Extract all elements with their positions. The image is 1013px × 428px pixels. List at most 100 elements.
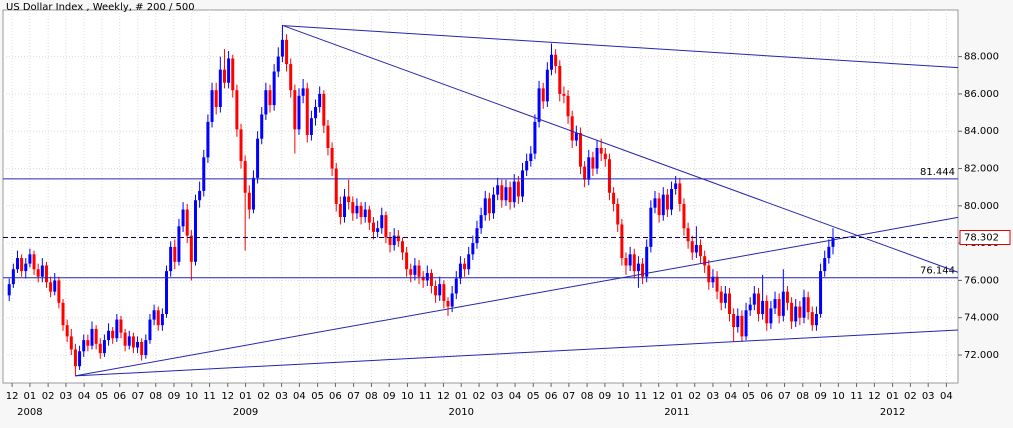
trend-line (74, 216, 959, 377)
candle-body (819, 271, 823, 314)
x-tick-label: 03 (275, 391, 288, 402)
candle-body (28, 254, 32, 264)
candle-body (268, 90, 272, 106)
candle-body (334, 168, 338, 204)
candle-body (330, 148, 334, 169)
candle-body (566, 95, 570, 117)
candle-body (690, 241, 694, 253)
x-tick-label: 02 (42, 391, 55, 402)
candle-body (769, 308, 773, 324)
candle-body (744, 310, 748, 337)
candle-body (181, 209, 185, 227)
candle-body (583, 166, 587, 180)
candle-body (570, 116, 574, 141)
candle-body (57, 280, 61, 303)
candle-body (814, 313, 818, 326)
candle-body (558, 65, 562, 94)
year-label: 2011 (664, 407, 689, 418)
candle-body (86, 340, 90, 346)
x-tick-label: 07 (347, 391, 360, 402)
candle-body (790, 302, 794, 322)
y-tick-label: 76.000 (964, 275, 999, 286)
candle-body (417, 265, 421, 277)
candle-body (752, 293, 756, 305)
candle-body (102, 340, 106, 354)
candle-body (280, 39, 284, 57)
candle-body (699, 244, 703, 257)
candle-body (309, 118, 313, 135)
candle-body (355, 205, 359, 214)
candle-body (297, 95, 301, 130)
candle-body (409, 269, 413, 275)
x-tick-label: 01 (886, 391, 899, 402)
candle-body (806, 297, 810, 313)
candle-body (305, 88, 309, 135)
candle-body (632, 254, 636, 272)
candle-body (512, 181, 516, 203)
candle-body (289, 64, 293, 91)
candle-body (496, 185, 500, 195)
candle-body (198, 190, 202, 201)
candle-body (322, 93, 326, 126)
candle-body (314, 106, 318, 119)
candle-body (7, 284, 11, 296)
candle-body (454, 278, 458, 294)
candle-body (318, 93, 322, 107)
candle-body (351, 202, 355, 214)
y-tick-label: 74.000 (964, 313, 999, 324)
candle-body (727, 293, 731, 314)
x-tick-label: 01 (455, 391, 468, 402)
x-tick-label: 05 (742, 391, 755, 402)
candle-body (347, 196, 351, 203)
candle-body (272, 71, 276, 106)
candle-body (732, 313, 736, 328)
candle-body (156, 310, 160, 326)
year-label: 2008 (17, 407, 42, 418)
candle-body (65, 325, 69, 337)
candle-body (152, 310, 156, 320)
candle-body (247, 192, 251, 210)
x-tick-label: 06 (329, 391, 342, 402)
candle-body (239, 129, 243, 162)
x-tick-label: 10 (617, 391, 630, 402)
candle-body (537, 88, 541, 122)
candle-body (20, 258, 24, 272)
x-tick-label: 09 (814, 391, 827, 402)
plot-area (2, 9, 959, 384)
candle-body (773, 299, 777, 309)
x-tick-label: 09 (599, 391, 612, 402)
candle-body (214, 90, 218, 107)
candle-body (69, 336, 73, 350)
candle-body (823, 258, 827, 272)
candle-body (446, 300, 450, 307)
candle-body (678, 183, 682, 204)
candle-body (359, 205, 363, 218)
x-tick-label: 01 (671, 391, 684, 402)
candle-body (483, 198, 487, 216)
trend-line (75, 329, 959, 377)
candle-body (363, 209, 367, 218)
candle-body (736, 315, 740, 328)
candle-body (49, 282, 53, 292)
candle-body (367, 209, 371, 223)
candle-body (723, 293, 727, 303)
candle-body (36, 269, 40, 277)
candle-body (189, 235, 193, 262)
candle-body (24, 263, 28, 272)
candle-body (193, 200, 197, 262)
candle-body (206, 121, 210, 158)
candle-body (61, 302, 65, 326)
candle-body (429, 272, 433, 287)
candle-body (802, 297, 806, 318)
level-label: 81.444 (920, 167, 955, 178)
candle-body (78, 351, 82, 367)
candle-body (90, 328, 94, 346)
candle-body (202, 157, 206, 191)
x-tick-label: 05 (96, 391, 109, 402)
candle-body (587, 157, 591, 180)
candle-body (276, 56, 280, 72)
candle-body (442, 284, 446, 301)
candle-body (384, 215, 388, 238)
candle-body (326, 125, 330, 149)
x-tick-label: 04 (293, 391, 306, 402)
